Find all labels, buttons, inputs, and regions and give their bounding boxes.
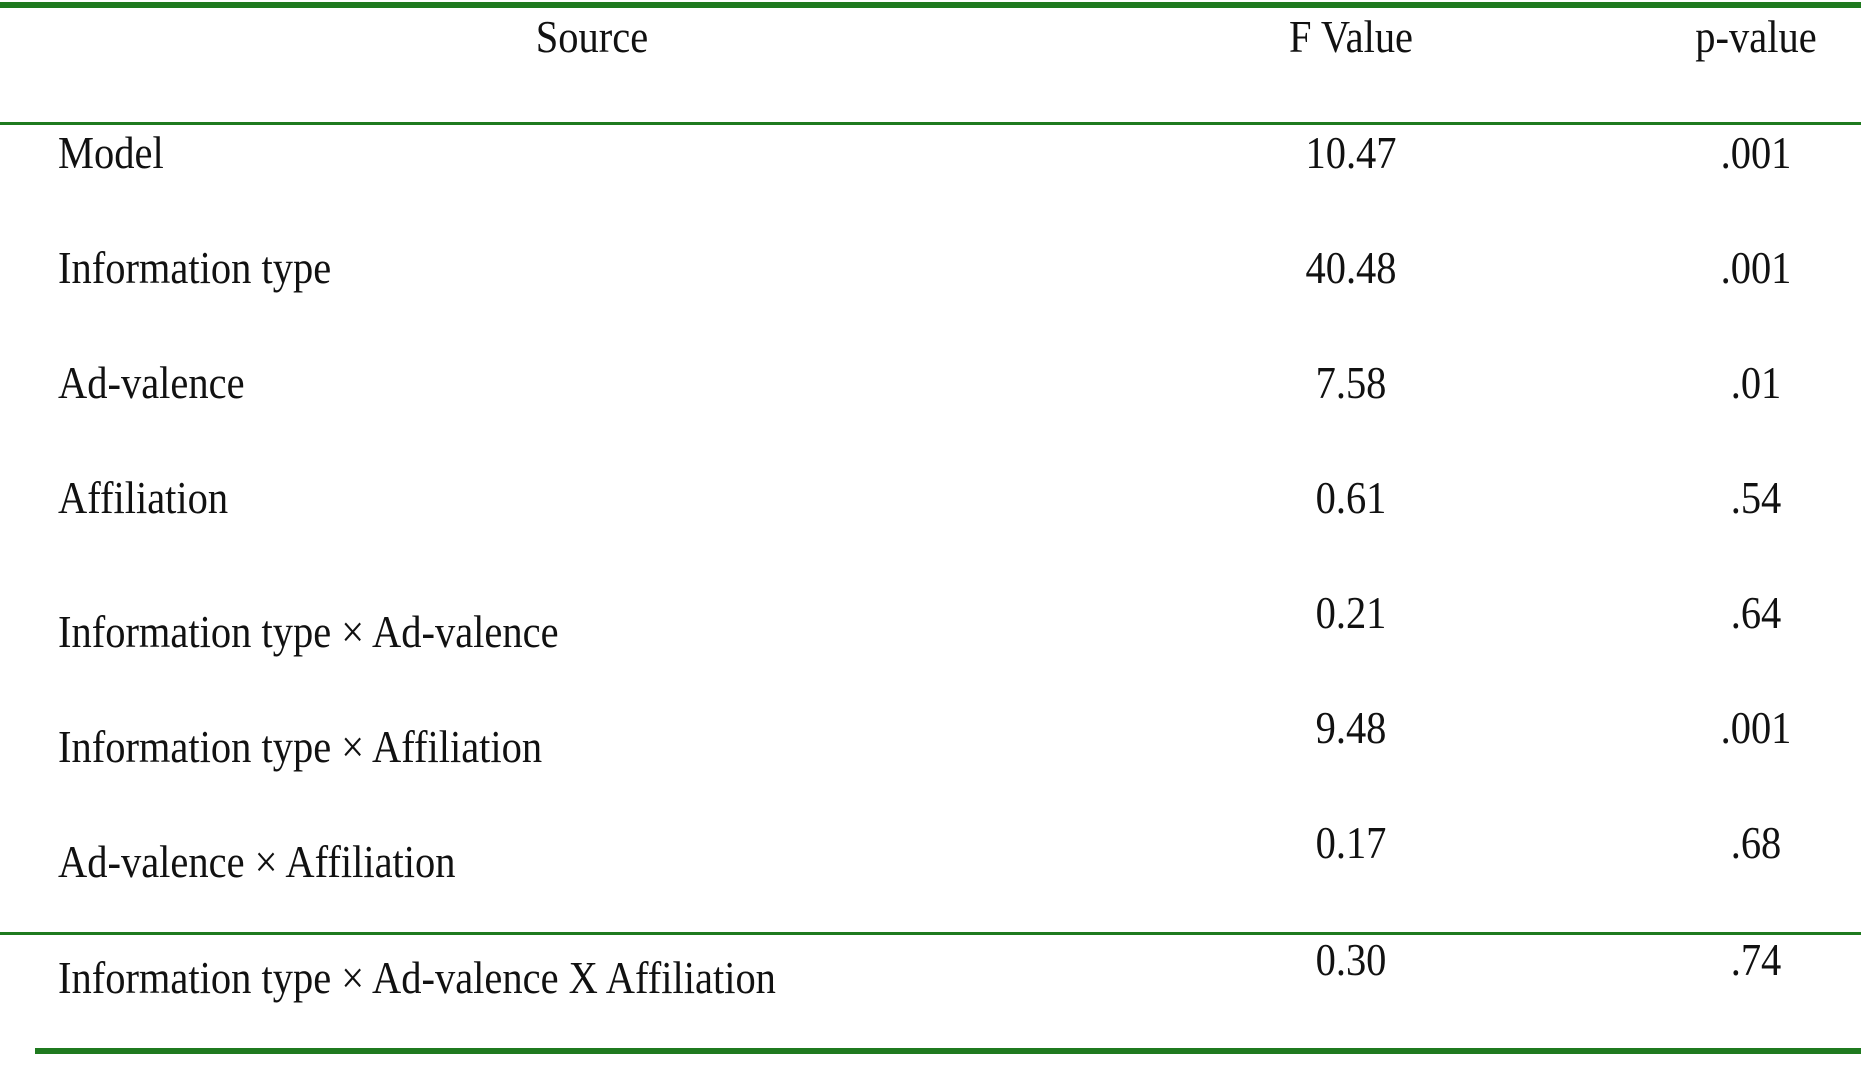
row-source: Information type (58, 242, 332, 293)
row-p-value: .74 (1730, 934, 1782, 985)
row-source: Ad-valence × Affiliation (58, 836, 456, 887)
table-bottom-rule (35, 1048, 1861, 1054)
row-f-value: 9.48 (1315, 702, 1387, 753)
row-source: Information type × Ad-valence X Affiliat… (58, 952, 776, 1003)
row-f-value: 7.58 (1315, 357, 1387, 408)
row-p-value: .001 (1720, 702, 1792, 753)
row-source: Information type × Ad-valence (58, 606, 559, 657)
row-f-value: 0.30 (1315, 934, 1387, 985)
header-p-value: p-value (1695, 11, 1817, 62)
row-source: Information type × Affiliation (58, 721, 543, 772)
row-source: Model (58, 127, 164, 178)
row-p-value: .001 (1720, 127, 1792, 178)
row-source: Ad-valence (58, 357, 245, 408)
row-f-value: 0.17 (1315, 817, 1387, 868)
row-f-value: 0.61 (1315, 472, 1387, 523)
row-f-value: 0.21 (1315, 587, 1387, 638)
row-source: Affiliation (58, 472, 229, 523)
row-p-value: .01 (1730, 357, 1782, 408)
row-p-value: .68 (1730, 817, 1782, 868)
row-f-value: 40.48 (1305, 242, 1397, 293)
header-rule (0, 122, 1861, 125)
header-source: Source (535, 11, 649, 62)
row-f-value: 10.47 (1305, 127, 1397, 178)
table-top-rule (0, 2, 1861, 8)
row-divider-rule (0, 932, 1861, 935)
row-p-value: .54 (1730, 472, 1782, 523)
row-p-value: .64 (1730, 587, 1782, 638)
row-p-value: .001 (1720, 242, 1792, 293)
header-f-value: F Value (1288, 11, 1414, 62)
